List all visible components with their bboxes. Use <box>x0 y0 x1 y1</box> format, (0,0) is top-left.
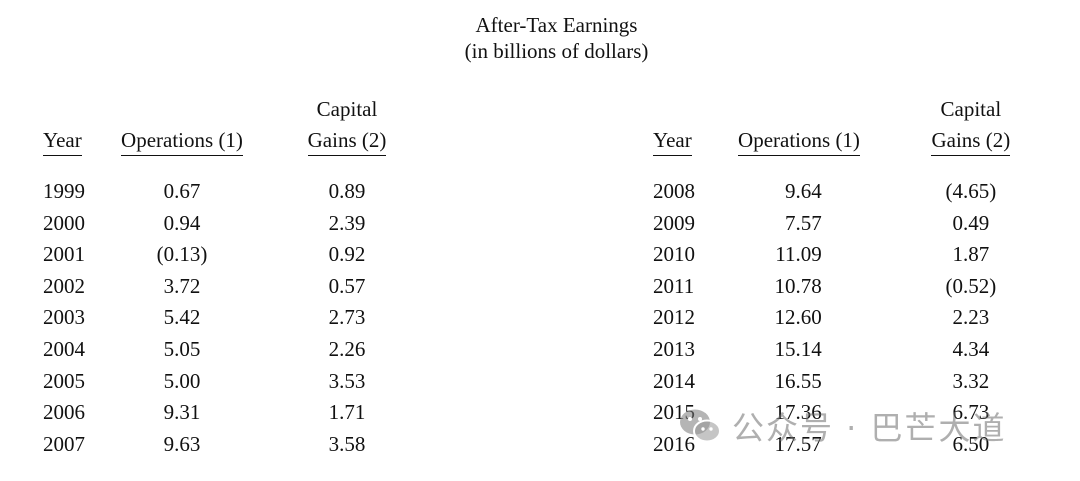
cell-year: 2013 <box>653 336 695 361</box>
header-operations: Operations (1) <box>736 92 861 156</box>
header-operations: Operations (1) <box>117 92 247 156</box>
earnings-table-left: Year Operations (1) Capital Gains (2) 19… <box>43 92 447 460</box>
cell-operations: 11.09 <box>775 242 822 267</box>
table-row: 2003 5.42 2.73 <box>43 302 447 334</box>
cell-operations: 9.64 <box>784 179 822 203</box>
header-year: Year <box>653 92 736 156</box>
cell-year: 2002 <box>43 273 85 298</box>
table-row: 2006 9.31 1.71 <box>43 397 447 429</box>
table-row: 2010 11.09 1.87 <box>653 239 1080 271</box>
cell-operations: (0.13) <box>156 242 208 267</box>
table-row: 2012 12.60 2.23 <box>653 302 1080 334</box>
table-row: 2013 15.14 4.34 <box>653 334 1080 366</box>
cell-year: 2014 <box>653 368 695 393</box>
document-title: After-Tax Earnings (in billions of dolla… <box>0 12 1080 64</box>
cell-operations: 0.94 <box>163 210 201 235</box>
cell-operations: 5.05 <box>163 336 201 361</box>
table-header-row: Year Operations (1) Capital Gains (2) <box>653 92 1080 156</box>
cell-operations: 3.72 <box>163 273 201 298</box>
table-row: 2004 5.05 2.26 <box>43 334 447 366</box>
table-row: 2011 10.78 (0.52) <box>653 271 1080 303</box>
cell-capital-gains: 3.53 <box>328 368 366 393</box>
cell-capital-gains: 1.71 <box>328 400 366 425</box>
table-row: 2002 3.72 0.57 <box>43 271 447 303</box>
cell-operations: 16.55 <box>774 368 822 393</box>
cell-year: 2010 <box>653 242 695 267</box>
cell-operations: 7.57 <box>784 210 822 235</box>
cell-capital-gains: 2.23 <box>952 305 990 330</box>
cell-capital-gains: 4.34 <box>952 336 990 361</box>
cell-capital-gains: 0.49 <box>952 210 990 235</box>
cell-capital-gains: 3.58 <box>328 431 366 456</box>
cell-year: 2009 <box>653 210 695 235</box>
cell-year: 2004 <box>43 336 85 361</box>
cell-operations: 15.14 <box>774 336 822 361</box>
cell-capital-gains: 2.73 <box>328 305 366 330</box>
cell-capital-gains: 0.89 <box>328 179 366 203</box>
cell-capital-gains: 3.32 <box>952 368 990 393</box>
cell-operations: 9.63 <box>163 431 201 456</box>
title-line-2: (in billions of dollars) <box>464 39 649 63</box>
header-capital-gains: Capital Gains (2) <box>247 92 447 156</box>
header-year: Year <box>43 92 117 156</box>
cell-capital-gains: (0.52) <box>945 273 997 298</box>
table-row: 2015 17.36 6.73 <box>653 397 1080 429</box>
table-row: 2005 5.00 3.53 <box>43 366 447 398</box>
cell-capital-gains: 1.87 <box>952 242 990 267</box>
table-row: 2007 9.63 3.58 <box>43 429 447 461</box>
table-row: 2001 (0.13) 0.92 <box>43 239 447 271</box>
cell-year: 2003 <box>43 305 85 330</box>
cell-year: 2006 <box>43 400 85 425</box>
cell-operations: 10.78 <box>774 273 822 298</box>
cell-capital-gains: 6.73 <box>952 400 990 425</box>
cell-capital-gains: 2.26 <box>328 336 366 361</box>
cell-year: 2012 <box>653 305 695 330</box>
cell-operations: 0.67 <box>163 179 201 203</box>
cell-year: 2008 <box>653 179 695 203</box>
cell-year: 2011 <box>653 273 695 298</box>
earnings-table-right: Year Operations (1) Capital Gains (2) 20… <box>653 92 1080 460</box>
cell-year: 2000 <box>43 210 85 235</box>
cell-operations: 5.42 <box>163 305 201 330</box>
cell-operations: 17.36 <box>774 400 822 425</box>
table-row: 2014 16.55 3.32 <box>653 366 1080 398</box>
table-row: 2008 9.64 (4.65) <box>653 156 1080 208</box>
cell-year: 2007 <box>43 431 85 456</box>
cell-year: 2016 <box>653 431 695 456</box>
title-line-1: After-Tax Earnings <box>475 13 638 37</box>
cell-year: 2005 <box>43 368 85 393</box>
table-row: 2000 0.94 2.39 <box>43 208 447 240</box>
table-row: 2009 7.57 0.49 <box>653 208 1080 240</box>
cell-operations: 5.00 <box>163 368 201 393</box>
cell-capital-gains: 0.57 <box>328 273 366 298</box>
table-row: 1999 0.67 0.89 <box>43 156 447 208</box>
cell-year: 1999 <box>43 179 85 203</box>
cell-operations: 9.31 <box>163 400 201 425</box>
cell-capital-gains: 6.50 <box>952 431 990 456</box>
cell-capital-gains: 0.92 <box>328 242 366 267</box>
cell-year: 2001 <box>43 242 85 267</box>
cell-capital-gains: (4.65) <box>945 179 997 203</box>
cell-operations: 17.57 <box>774 431 822 456</box>
header-capital-gains: Capital Gains (2) <box>862 92 1080 156</box>
cell-capital-gains: 2.39 <box>328 210 366 235</box>
cell-operations: 12.60 <box>774 305 822 330</box>
cell-year: 2015 <box>653 400 695 425</box>
table-row: 2016 17.57 6.50 <box>653 429 1080 461</box>
table-header-row: Year Operations (1) Capital Gains (2) <box>43 92 447 156</box>
